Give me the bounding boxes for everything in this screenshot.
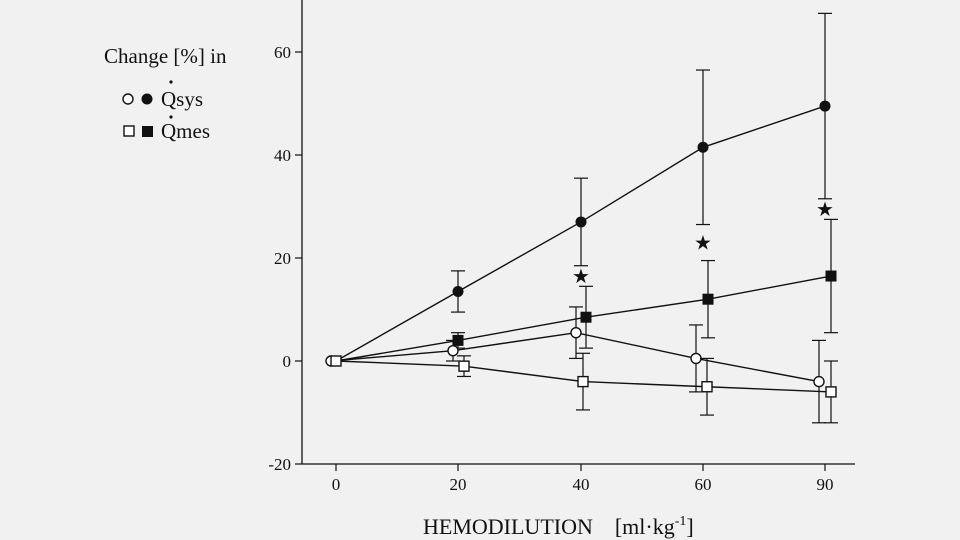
series-line — [330, 331, 820, 383]
y-tick-label: 40 — [274, 146, 291, 165]
significance-star: ★ — [694, 233, 712, 255]
significance-star: ★ — [572, 266, 590, 288]
data-point — [452, 285, 464, 297]
data-point — [690, 352, 702, 365]
data-point — [819, 100, 831, 112]
legend-dot-qsys — [169, 80, 173, 84]
series-open-circle — [325, 306, 826, 424]
data-point — [701, 381, 713, 393]
legend: Change [%] in Qsys Qmes — [104, 44, 227, 143]
data-point — [813, 375, 825, 388]
data-point — [570, 326, 582, 339]
data-point — [580, 311, 592, 323]
series-filled-square — [330, 218, 838, 367]
data-point — [330, 355, 342, 367]
data-point — [825, 386, 837, 398]
significance-star: ★ — [816, 199, 834, 221]
y-tick-label: 20 — [274, 249, 291, 268]
x-axis-label: HEMODILUTION [ml·kg-1] — [423, 514, 694, 539]
data-point — [825, 270, 837, 282]
legend-title: Change [%] in — [104, 44, 227, 68]
series-layer — [325, 12, 838, 424]
x-tick-label: 20 — [450, 475, 467, 494]
data-point — [577, 375, 589, 388]
legend-marker-open-circle — [122, 93, 134, 105]
legend-dot-qmes — [169, 115, 173, 119]
legend-marker-open-square — [123, 125, 135, 137]
legend-entry-qsys: Qsys — [122, 80, 203, 111]
legend-label-qmes: Qmes — [161, 119, 210, 143]
data-point — [702, 293, 714, 305]
legend-marker-filled-circle — [141, 93, 153, 105]
series-filled-circle — [330, 12, 832, 367]
legend-marker-filled-square — [142, 126, 153, 137]
data-point — [447, 345, 459, 357]
y-tick-label: 0 — [283, 352, 292, 371]
data-point — [575, 216, 587, 228]
x-tick-label: 0 — [332, 475, 341, 494]
legend-entry-qmes: Qmes — [123, 115, 210, 143]
data-point — [697, 141, 709, 153]
y-tick-label: -20 — [268, 455, 291, 474]
x-tick-label: 60 — [695, 475, 712, 494]
y-tick-label: 60 — [274, 43, 291, 62]
data-point — [458, 360, 470, 372]
legend-label-qsys: Qsys — [161, 87, 203, 111]
series-open-square — [330, 352, 838, 424]
x-tick-label: 90 — [817, 475, 834, 494]
axes: -20 0 20 40 60 0 20 40 60 90 — [268, 0, 855, 494]
x-tick-label: 40 — [573, 475, 590, 494]
annotation-layer: ★ ★ ★ — [572, 199, 834, 288]
